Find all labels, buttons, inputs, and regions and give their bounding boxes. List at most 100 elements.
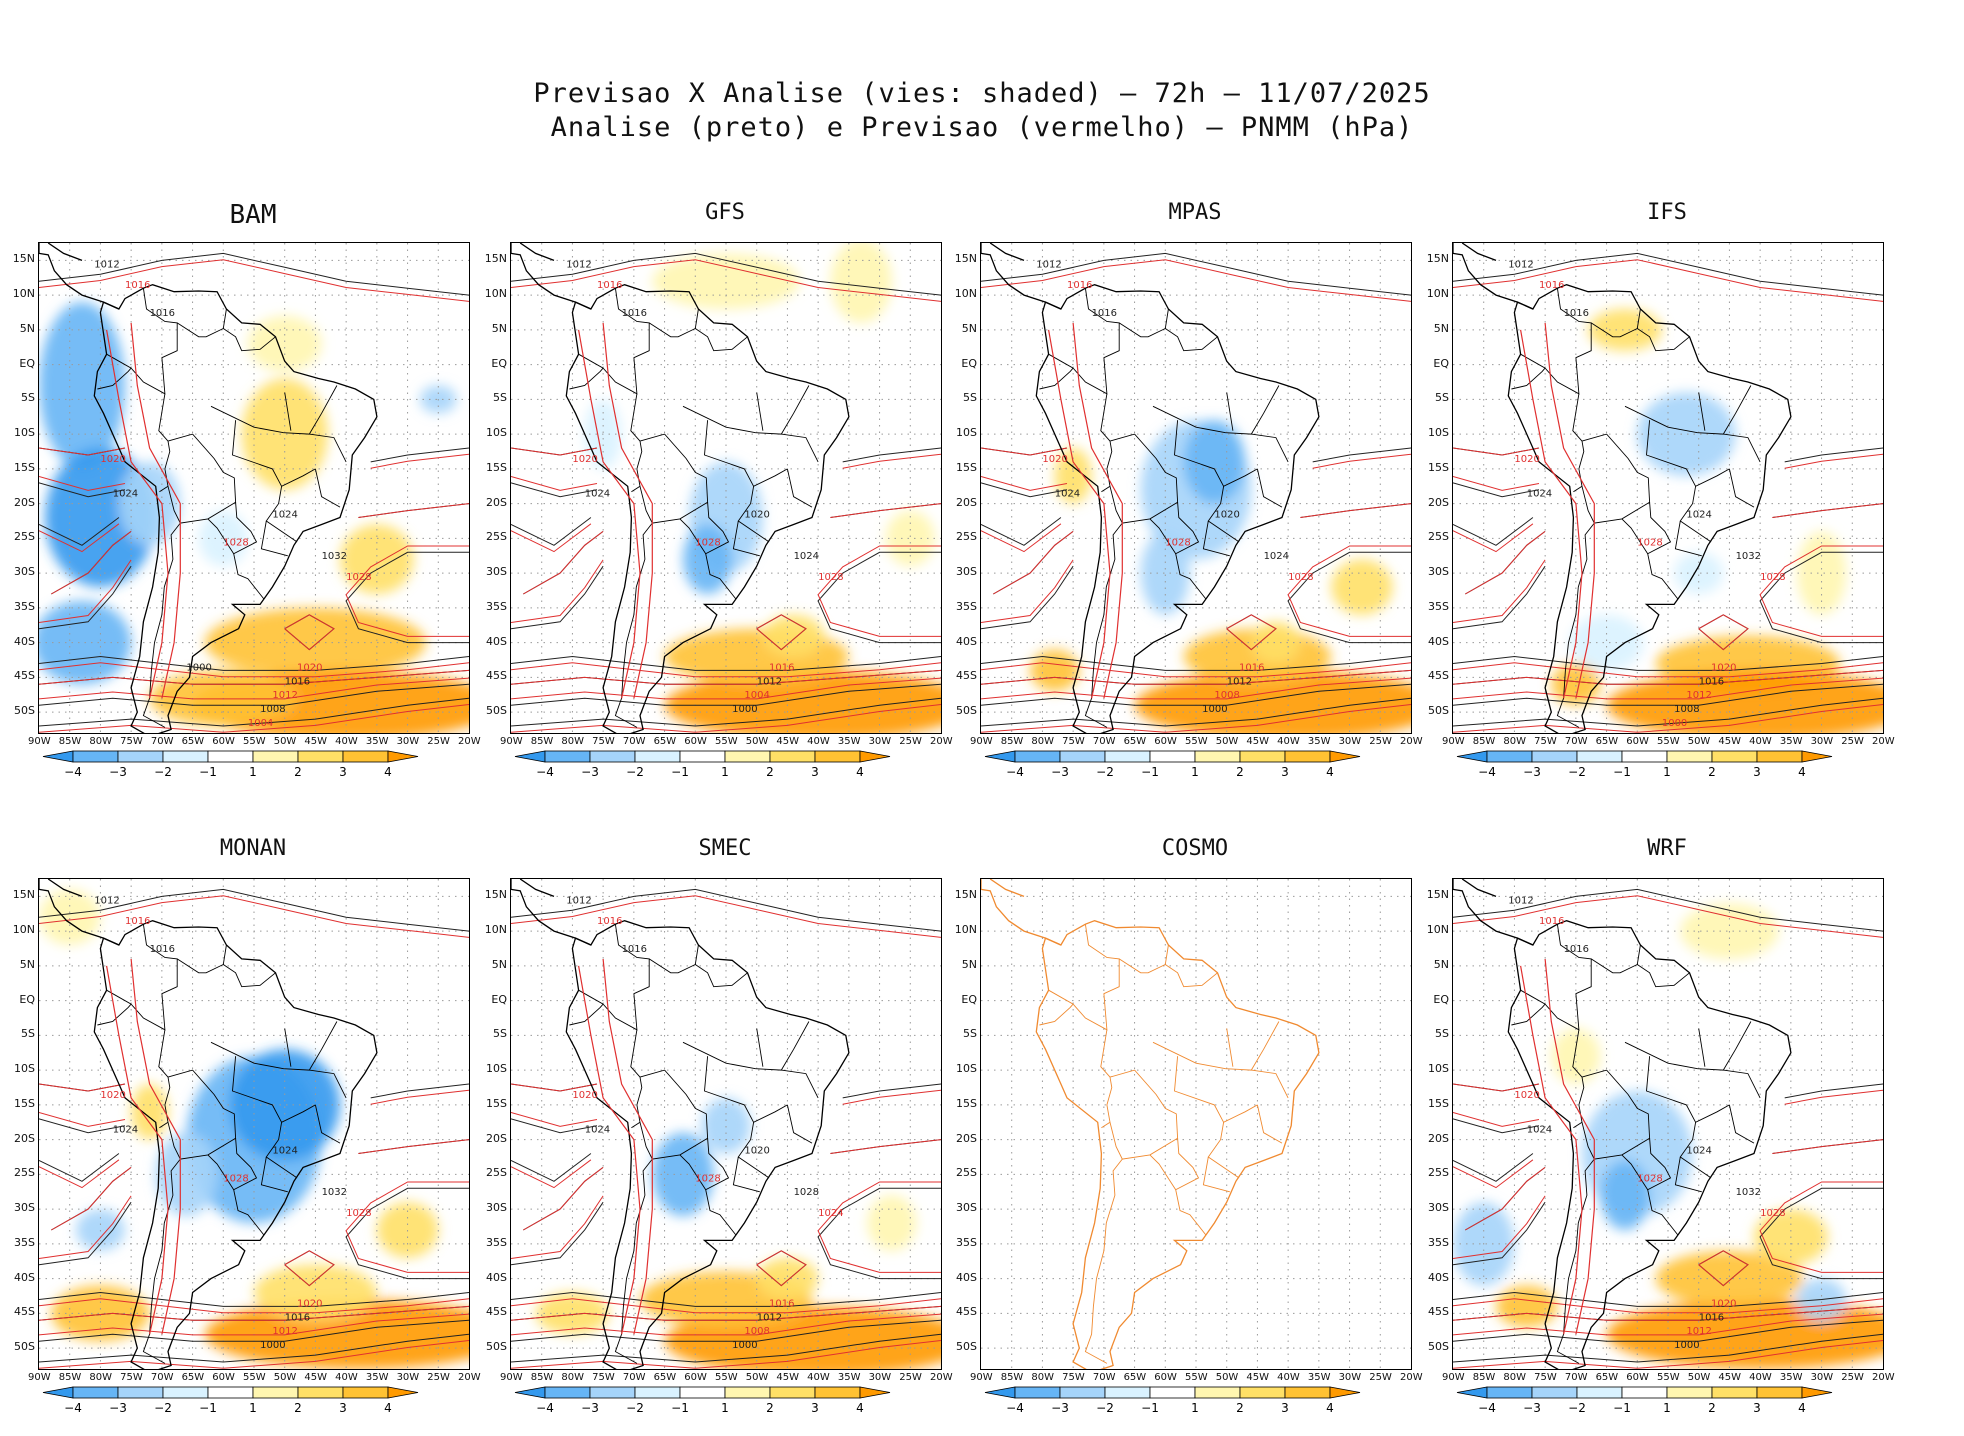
colorbar-swatch bbox=[514, 1386, 546, 1399]
lon-tick-label: 85W bbox=[1000, 1372, 1024, 1383]
lat-tick-label: 15N bbox=[12, 252, 35, 266]
border bbox=[233, 502, 265, 600]
map-panel: 1012 1016 1016 1020 1024 1028 1032 1028 1024 1020… bbox=[38, 878, 470, 1370]
lon-tick-label: 70W bbox=[1564, 736, 1588, 747]
coastline bbox=[93, 920, 378, 1369]
grid bbox=[511, 243, 941, 733]
isobar-label: 1020 bbox=[100, 1090, 125, 1101]
colorbar: −4 −3 −2 −1 1 2 3 4 bbox=[1452, 1386, 1882, 1426]
lat-tick-label: 5N bbox=[961, 957, 977, 971]
lat-tick-label: 20S bbox=[1428, 495, 1449, 509]
lat-tick-label: 10N bbox=[1426, 287, 1449, 301]
coastline bbox=[1035, 920, 1320, 1369]
lon-tick-label: 50W bbox=[1687, 736, 1711, 747]
lat-tick-label: 10S bbox=[1428, 426, 1449, 440]
colorbar-label: −2 bbox=[1568, 765, 1586, 779]
border bbox=[1511, 367, 1546, 390]
forecast-isobar bbox=[523, 1167, 604, 1231]
colorbar-label: 3 bbox=[1281, 1401, 1289, 1415]
map-panel: 1012 1016 1016 1020 1024 1028 1024 1028 1020 1016… bbox=[510, 242, 942, 734]
border bbox=[1698, 392, 1706, 431]
colorbar-label: −1 bbox=[1141, 1401, 1159, 1415]
isobar-label: 1000 bbox=[732, 704, 757, 715]
isobar-label: 1016 bbox=[1699, 1312, 1724, 1323]
analysis-isobar bbox=[981, 252, 1411, 296]
lon-tick-label: 45W bbox=[304, 736, 328, 747]
lat-tick-label: 10N bbox=[12, 287, 35, 301]
lon-tick-label: 90W bbox=[1442, 736, 1465, 747]
panel-title: WRF bbox=[1647, 836, 1687, 861]
analysis-isobar bbox=[1759, 1187, 1883, 1280]
isobar-label: 1028 bbox=[1637, 1173, 1662, 1184]
analysis-isobar bbox=[39, 1118, 126, 1134]
coastline bbox=[47, 243, 83, 262]
colorbar-swatch bbox=[72, 1386, 119, 1399]
lat-tick-label: 15S bbox=[956, 460, 977, 474]
isobar-label: 1020 bbox=[572, 454, 597, 465]
border bbox=[578, 924, 650, 1031]
isobar-label: 1016 bbox=[150, 308, 175, 319]
forecast-isobar bbox=[981, 662, 1411, 678]
analysis-isobar bbox=[39, 1201, 132, 1266]
coastline bbox=[39, 879, 120, 946]
forecast-isobar bbox=[39, 523, 120, 553]
forecast-isobar bbox=[981, 259, 1411, 302]
lat-tick-label: 20S bbox=[486, 1131, 507, 1145]
analysis-isobar bbox=[981, 482, 1068, 498]
lat-tick-label: 5S bbox=[21, 391, 35, 405]
lat-tick-label: 15S bbox=[486, 460, 507, 474]
forecast-isobar bbox=[1287, 545, 1411, 637]
lat-tick-label: 10N bbox=[954, 923, 977, 937]
forecast-isobar bbox=[345, 545, 469, 637]
lon-tick-label: 30W bbox=[1338, 1372, 1362, 1383]
lon-tick-label: 35W bbox=[1307, 736, 1331, 747]
lat-tick-label: 40S bbox=[486, 1270, 507, 1284]
forecast-isobar bbox=[1453, 1112, 1540, 1127]
colorbar-swatch bbox=[1239, 1386, 1286, 1399]
colorbar-swatch bbox=[252, 1386, 299, 1399]
lon-tick-label: 60W bbox=[684, 736, 707, 747]
colorbar-swatch bbox=[207, 750, 254, 763]
forecast-isobar bbox=[358, 1139, 469, 1154]
lat-tick-label: 15N bbox=[484, 252, 507, 266]
forecast-isobar bbox=[1453, 1305, 1883, 1321]
border bbox=[309, 1069, 347, 1099]
forecast-isobar bbox=[511, 895, 941, 938]
lat-tick-label: 20S bbox=[956, 1131, 977, 1145]
border bbox=[1624, 385, 1752, 435]
border bbox=[781, 433, 819, 463]
colorbar-label: 3 bbox=[811, 1401, 819, 1415]
lon-tick-label: 50W bbox=[273, 1372, 297, 1383]
lat-tick-label: 40S bbox=[14, 1270, 35, 1284]
colorbar-swatch bbox=[162, 750, 209, 763]
forecast-isobar bbox=[1698, 1250, 1749, 1287]
lat-tick-label: 15S bbox=[14, 460, 35, 474]
bias-region bbox=[1588, 309, 1662, 351]
lat-tick-label: 45S bbox=[486, 669, 507, 683]
figure-title-line1: Previsao X Analise (vies: shaded) – 72h … bbox=[533, 78, 1431, 109]
border bbox=[1624, 1021, 1752, 1071]
forecast-isobar bbox=[1453, 704, 1883, 733]
border bbox=[630, 393, 643, 493]
lon-tick-label: 30W bbox=[396, 736, 420, 747]
colorbar-label: −1 bbox=[1613, 765, 1631, 779]
border bbox=[639, 1069, 709, 1160]
lon-tick-label: 40W bbox=[1749, 736, 1772, 747]
lon-tick-label: 30W bbox=[868, 1372, 892, 1383]
bias-region bbox=[1674, 552, 1724, 594]
colorbar-label: 4 bbox=[1798, 765, 1806, 779]
bias-region bbox=[1030, 649, 1080, 692]
forecast-isobar bbox=[39, 677, 469, 700]
colorbar-label: −2 bbox=[626, 1401, 644, 1415]
border bbox=[106, 924, 178, 1031]
forecast-isobar bbox=[1772, 503, 1883, 518]
isobar-label: 1032 bbox=[322, 1187, 347, 1198]
analysis-isobar bbox=[511, 683, 941, 706]
colorbar-swatch bbox=[679, 750, 726, 763]
border bbox=[704, 1056, 788, 1123]
lon-tick-label: 55W bbox=[243, 1372, 266, 1383]
forecast-isobar bbox=[39, 1305, 469, 1321]
colorbar-label: −1 bbox=[671, 765, 689, 779]
lon-tick-label: 45W bbox=[1246, 736, 1270, 747]
colorbar-swatch bbox=[387, 1386, 419, 1399]
